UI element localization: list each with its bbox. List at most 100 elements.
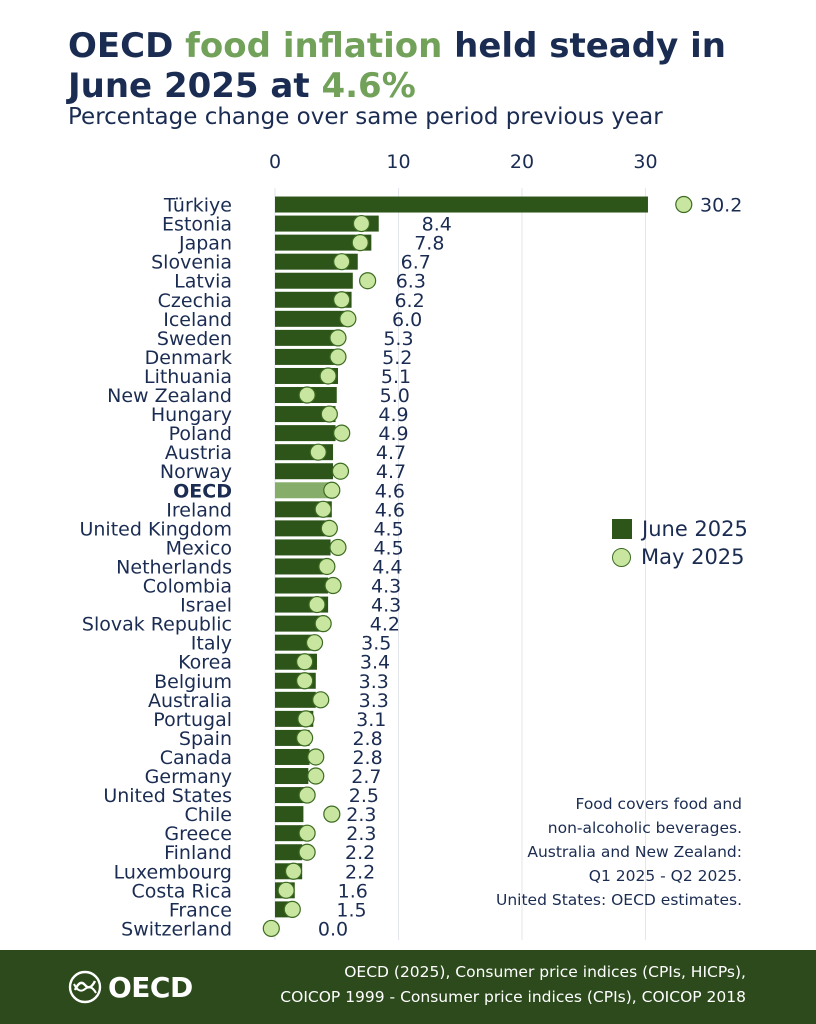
legend-item-june: June 2025 xyxy=(612,515,748,543)
may-dot xyxy=(352,214,371,233)
may-dot xyxy=(296,653,314,671)
category-label: Iceland xyxy=(163,309,232,331)
may-dot xyxy=(324,576,342,595)
value-label: 2.3 xyxy=(346,804,376,826)
may-dot xyxy=(284,862,303,880)
june-bar xyxy=(275,615,327,632)
june-bar xyxy=(275,291,352,308)
x-tick-label: 0 xyxy=(269,151,281,173)
june-bar xyxy=(275,425,336,442)
category-label: Norway xyxy=(160,461,232,483)
value-label: 6.3 xyxy=(396,271,426,293)
value-label: 4.6 xyxy=(375,480,405,502)
value-label: 1.6 xyxy=(338,880,368,902)
category-label: Austria xyxy=(165,442,232,464)
category-label: Netherlands xyxy=(116,556,232,578)
chart-note: Food covers food and non-alcoholic bever… xyxy=(496,792,742,912)
oecd-logo: OECD xyxy=(68,970,193,1004)
bar-chart: 0 10 20 30 Türkiye 30.2 Estonia 8.4 Japan 7.8 Slov… xyxy=(79,151,742,940)
category-label: Israel xyxy=(180,595,232,617)
title-highlight-value: 4.6% xyxy=(321,66,416,106)
may-dot xyxy=(329,538,347,557)
source-citation: OECD (2025), Consumer price indices (CPI… xyxy=(280,960,746,1010)
value-label: 5.3 xyxy=(383,328,413,350)
value-label: 6.2 xyxy=(394,290,424,312)
category-label: Luxembourg xyxy=(114,861,232,883)
category-label: France xyxy=(169,899,232,921)
title-highlight-food-inflation: food inflation xyxy=(185,26,443,66)
may-dot xyxy=(339,310,357,328)
value-label: 4.3 xyxy=(371,576,401,598)
may-dot xyxy=(320,519,338,537)
may-dot xyxy=(296,729,314,747)
may-dot xyxy=(312,691,330,709)
may-dot xyxy=(314,500,332,518)
value-label: 4.5 xyxy=(373,537,403,559)
source-line-1: OECD (2025), Consumer price indices (CPI… xyxy=(344,963,746,981)
x-tick-label: 10 xyxy=(386,151,410,173)
june-bar xyxy=(275,558,330,575)
may-dot xyxy=(298,386,316,404)
legend-june-swatch xyxy=(612,519,632,539)
category-label: Ireland xyxy=(166,499,232,521)
may-dot xyxy=(262,919,280,938)
may-dot xyxy=(298,786,316,804)
june-bar xyxy=(275,196,648,213)
june-bar xyxy=(275,463,334,480)
category-label: Switzerland xyxy=(121,918,232,940)
may-dot xyxy=(309,443,327,461)
value-label: 5.1 xyxy=(381,366,411,388)
category-label: Mexico xyxy=(166,537,232,559)
value-label: 3.3 xyxy=(359,671,389,693)
may-dot xyxy=(351,234,369,252)
category-label: Estonia xyxy=(162,214,232,236)
note-line: Food covers food and xyxy=(575,795,742,813)
note-line: Australia and New Zealand: xyxy=(527,843,742,861)
value-label: 4.3 xyxy=(371,595,401,617)
june-bar xyxy=(275,748,310,765)
value-label: 6.0 xyxy=(392,309,422,331)
may-dot xyxy=(277,881,295,899)
june-bar xyxy=(275,806,304,823)
legend: June 2025 May 2025 xyxy=(612,515,748,571)
may-dot xyxy=(329,348,347,366)
category-label: Latvia xyxy=(174,271,232,293)
category-label: Hungary xyxy=(151,404,232,426)
june-bar xyxy=(275,768,309,785)
may-dot xyxy=(319,367,337,385)
value-label: 6.7 xyxy=(401,252,431,274)
value-label: 8.4 xyxy=(422,214,452,236)
category-label: Slovenia xyxy=(151,252,232,274)
legend-may-label: May 2025 xyxy=(641,545,745,569)
value-label: 3.4 xyxy=(360,652,390,674)
may-dot xyxy=(298,843,316,861)
june-bar xyxy=(275,215,379,232)
chart-subtitle: Percentage change over same period previ… xyxy=(68,104,663,130)
june-bar xyxy=(275,844,303,861)
footer: OECD OECD (2025), Consumer price indices… xyxy=(0,950,816,1024)
may-dot xyxy=(333,291,351,309)
note-line: non-alcoholic beverages. xyxy=(547,819,742,837)
category-label: Italy xyxy=(191,633,232,655)
category-label: Korea xyxy=(178,652,232,674)
category-label: New Zealand xyxy=(107,385,232,407)
value-label: 4.4 xyxy=(372,556,402,578)
value-label: 2.2 xyxy=(345,842,375,864)
value-label: 1.5 xyxy=(336,899,366,921)
value-label: 0.0 xyxy=(318,918,348,940)
category-label: Türkiye xyxy=(163,195,232,217)
may-dot xyxy=(675,195,693,214)
may-dot xyxy=(329,329,347,347)
value-label: 4.7 xyxy=(376,461,406,483)
value-label: 5.2 xyxy=(382,347,412,369)
x-tick-label: 20 xyxy=(510,151,534,173)
category-label: Australia xyxy=(148,690,232,712)
category-label: Belgium xyxy=(154,671,232,693)
category-label: Finland xyxy=(164,842,232,864)
legend-item-may: May 2025 xyxy=(612,543,748,571)
june-bar xyxy=(275,348,340,365)
may-dot xyxy=(298,824,316,842)
category-label: Lithuania xyxy=(144,366,232,388)
may-dot xyxy=(331,462,350,480)
value-label: 3.5 xyxy=(361,633,391,655)
